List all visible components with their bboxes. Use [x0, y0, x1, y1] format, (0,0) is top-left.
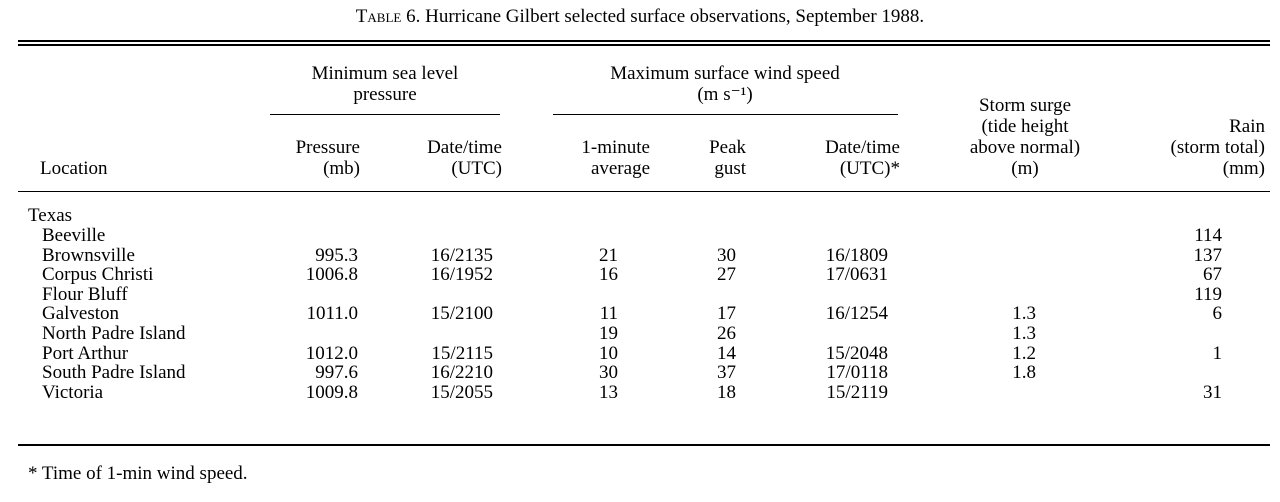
table-cell-rain: 114 [1194, 225, 1222, 246]
table-cell-location: Galveston [42, 303, 120, 325]
column-header-pressure-time: Date/time (UTC) [427, 137, 502, 179]
table-cell-pressure: 997.6 [315, 362, 358, 384]
top-rule-2 [18, 44, 1270, 46]
table-cell-gust: 17 [717, 303, 736, 325]
table-cell-surge: 1.8 [1012, 362, 1036, 384]
column-header-wind-time: Date/time (UTC)* [825, 137, 900, 179]
table-title: Hurricane Gilbert selected surface obser… [425, 6, 925, 27]
table-cell-pressure-time: 15/2100 [430, 303, 493, 325]
table-cell-gust: 37 [717, 362, 736, 384]
table-cell-gust: 18 [717, 381, 736, 403]
table-cell-location: North Padre Island [42, 323, 186, 344]
table-cell-gust: 14 [717, 342, 736, 364]
table-cell-surge: 1.3 [1012, 323, 1036, 344]
table-cell-rain: 67 [1203, 264, 1222, 286]
table-cell-wind-time: 16/1809 [825, 244, 888, 266]
table-cell-wind-time: 16/1254 [825, 303, 888, 325]
column-header-avg-wind: 1-minute average [581, 137, 650, 179]
table-cell-location: Corpus Christi [42, 264, 154, 286]
column-header-surge: Storm surge (tide height above normal) (… [969, 95, 1081, 179]
table-cell-wind-time: 17/0631 [825, 264, 888, 286]
table-cell-avg: 11 [599, 303, 618, 325]
table-cell-pressure: 1012.0 [305, 342, 358, 364]
column-header-gust: Peak gust [709, 137, 746, 179]
table-cell-avg: 10 [599, 342, 618, 364]
table-cell-pressure-time: 16/2210 [430, 362, 493, 384]
footnote: * Time of 1-min wind speed. [28, 463, 248, 484]
table-cell-pressure-time: 15/2055 [430, 381, 493, 403]
table-cell-surge: 1.2 [1012, 342, 1036, 364]
table-cell-gust: 27 [717, 264, 736, 286]
table-cell-wind-time: 15/2119 [826, 381, 888, 403]
pressure-group-header: Minimum sea level pressure [311, 63, 459, 105]
table-cell-avg: 16 [599, 264, 618, 286]
table-cell-location: South Padre Island [42, 362, 186, 384]
header-rule [18, 191, 1270, 192]
table-cell-wind-time: 17/0118 [826, 362, 888, 384]
table-cell-surge: 1.3 [1012, 303, 1036, 325]
table-cell-location: Beeville [42, 225, 106, 246]
table-cell-pressure: 995.3 [315, 244, 358, 266]
table-cell-gust: 30 [717, 244, 736, 266]
table-cell-avg: 21 [599, 244, 618, 266]
table-cell-pressure: 1006.8 [305, 264, 358, 286]
table-caption: Table 6. Hurricane Gilbert selected surf… [0, 6, 1280, 28]
pressure-group-rule [270, 114, 500, 115]
table-cell-location: Flour Bluff [42, 283, 128, 305]
wind-group-header: Maximum surface wind speed (m s⁻¹) [610, 63, 840, 105]
table-cell-location: Victoria [42, 381, 104, 403]
column-header-rain: Rain (storm total) (mm) [1170, 116, 1265, 179]
table-cell-rain: 119 [1194, 283, 1222, 305]
column-header-location: Location [40, 158, 108, 179]
top-rule [18, 40, 1270, 42]
column-header-pressure: Pressure (mb) [295, 137, 360, 179]
table-cell-location: Brownsville [42, 244, 135, 266]
table-cell-rain: 137 [1193, 244, 1223, 266]
section-label: Texas [28, 205, 73, 226]
table-cell-rain: 6 [1212, 303, 1223, 325]
table-cell-gust: 26 [717, 323, 736, 344]
table-cell-pressure-time: 16/1952 [430, 264, 493, 286]
table-cell-location: Port Arthur [42, 342, 129, 364]
table-cell-avg: 19 [599, 323, 618, 344]
table-cell-wind-time: 15/2048 [825, 342, 888, 364]
table-cell-rain: 31 [1203, 381, 1222, 403]
table-cell-pressure: 1009.8 [305, 381, 358, 403]
table-cell-avg: 13 [599, 381, 618, 403]
table-cell-pressure-time: 15/2115 [431, 342, 493, 364]
wind-group-rule [553, 114, 898, 115]
table-cell-pressure-time: 16/2135 [430, 244, 493, 266]
table-cell-avg: 30 [599, 362, 618, 384]
table-cell-rain: 1 [1212, 342, 1223, 364]
table-cell-pressure: 1011.0 [306, 303, 358, 325]
bottom-rule [18, 444, 1270, 446]
table-label: Table 6. [355, 6, 421, 27]
